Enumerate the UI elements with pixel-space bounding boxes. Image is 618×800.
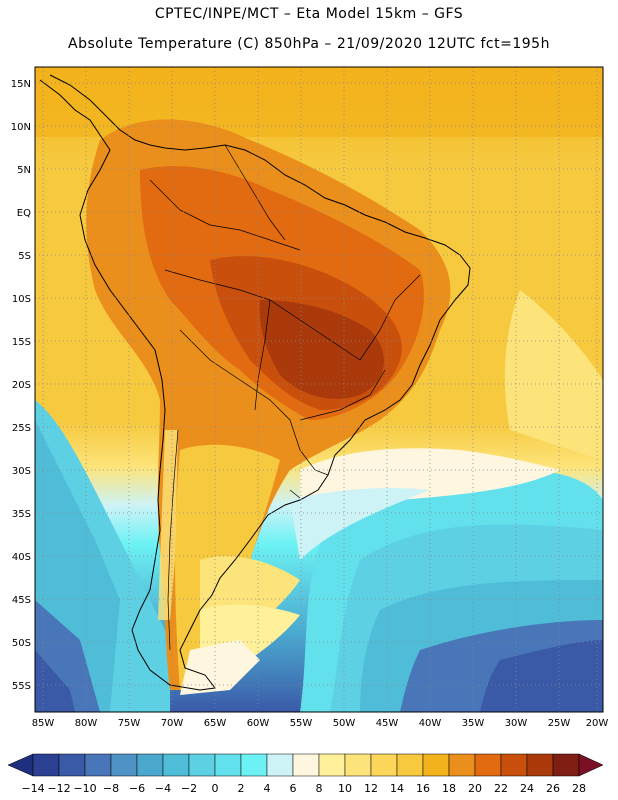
colorbar-swatch <box>110 753 138 777</box>
colorbar-label: 4 <box>264 782 271 795</box>
lat-lon-grid <box>35 67 603 712</box>
colorbar-swatch <box>266 753 294 777</box>
colorbar-label: −10 <box>73 782 96 795</box>
colorbar-swatch <box>526 753 554 777</box>
title-line-2: Absolute Temperature (C) 850hPa – 21/09/… <box>68 36 550 52</box>
lat-label: EQ <box>17 208 31 219</box>
longitude-labels: 85W 80W 75W 70W 65W 60W 55W 50W 45W 40W … <box>32 718 609 729</box>
lat-label: 10S <box>12 294 31 305</box>
colorbar-swatch <box>32 753 60 777</box>
title-line-1: CPTEC/INPE/MCT – Eta Model 15km – GFS <box>154 6 464 22</box>
lat-label: 5N <box>17 165 31 176</box>
colorbar-swatch <box>422 753 450 777</box>
temperature-field <box>35 67 603 712</box>
map-frame <box>34 66 604 713</box>
lat-label: 15N <box>11 79 31 90</box>
lat-label: 25S <box>12 423 31 434</box>
lon-label: 20W <box>586 718 609 729</box>
colorbar-swatch <box>552 753 580 777</box>
colorbar-label: 16 <box>416 782 430 795</box>
lon-label: 65W <box>204 718 227 729</box>
colorbar-swatch <box>84 753 112 777</box>
colorbar-label: 8 <box>316 782 323 795</box>
coastline <box>39 74 471 691</box>
lat-label: 40S <box>12 552 31 563</box>
colorbar-label: −4 <box>155 782 171 795</box>
colorbar-swatch <box>344 753 372 777</box>
colorbar-label: 0 <box>212 782 219 795</box>
colorbar-swatch <box>136 753 164 777</box>
colorbar-swatch <box>474 753 502 777</box>
lat-label: 35S <box>12 509 31 520</box>
colorbar-label: 18 <box>442 782 456 795</box>
latitude-labels: 15N 10N 5N EQ 5S 10S 15S 20S 25S 30S 35S… <box>11 79 31 692</box>
colorbar-over-arrow <box>578 753 604 777</box>
lon-label: 85W <box>32 718 55 729</box>
lat-label: 10N <box>11 122 31 133</box>
lat-label: 55S <box>12 681 31 692</box>
colorbar-label: 24 <box>520 782 534 795</box>
colorbar-label: −8 <box>103 782 119 795</box>
colorbar-swatch <box>448 753 476 777</box>
colorbar-label: 26 <box>546 782 560 795</box>
colorbar-label: −12 <box>47 782 70 795</box>
colorbar-label: 20 <box>468 782 482 795</box>
colorbar-label: −6 <box>129 782 145 795</box>
lon-label: 70W <box>161 718 184 729</box>
lat-label: 30S <box>12 466 31 477</box>
colorbar-swatch <box>214 753 242 777</box>
colorbar-swatch <box>240 753 268 777</box>
colorbar-swatch <box>58 753 86 777</box>
lat-label: 45S <box>12 595 31 606</box>
colorbar-label: −2 <box>181 782 197 795</box>
lon-label: 40W <box>419 718 442 729</box>
lon-label: 55W <box>290 718 313 729</box>
colorbar-label: 14 <box>390 782 404 795</box>
lon-label: 35W <box>462 718 485 729</box>
colorbar-label: 28 <box>572 782 586 795</box>
colorbar-swatch <box>162 753 190 777</box>
lon-label: 50W <box>333 718 356 729</box>
colorbar-label: 10 <box>338 782 352 795</box>
colorbar-label: 2 <box>238 782 245 795</box>
colorbar-label: −14 <box>21 782 44 795</box>
colorbar-swatch <box>370 753 398 777</box>
lat-label: 15S <box>12 337 31 348</box>
colorbar-swatch <box>292 753 320 777</box>
lon-label: 60W <box>247 718 270 729</box>
lat-label: 20S <box>12 380 31 391</box>
colorbar-under-arrow <box>7 753 34 777</box>
colorbar-label: 6 <box>290 782 297 795</box>
colorbar-swatch <box>188 753 216 777</box>
lon-label: 75W <box>118 718 141 729</box>
colorbar-swatch <box>318 753 346 777</box>
lon-label: 45W <box>376 718 399 729</box>
lon-label: 80W <box>75 718 98 729</box>
colorbar-label: 12 <box>364 782 378 795</box>
lat-label: 5S <box>18 251 31 262</box>
colorbar-swatch <box>500 753 528 777</box>
lon-label: 25W <box>548 718 571 729</box>
colorbar-swatch <box>396 753 424 777</box>
colorbar: −14 −12 −10 −8 −6 −4 −2 0 2 4 6 8 10 12 14 16 18 20 22 24 26… <box>7 753 604 795</box>
colorbar-label: 22 <box>494 782 508 795</box>
lat-label: 50S <box>12 638 31 649</box>
lon-label: 30W <box>505 718 528 729</box>
